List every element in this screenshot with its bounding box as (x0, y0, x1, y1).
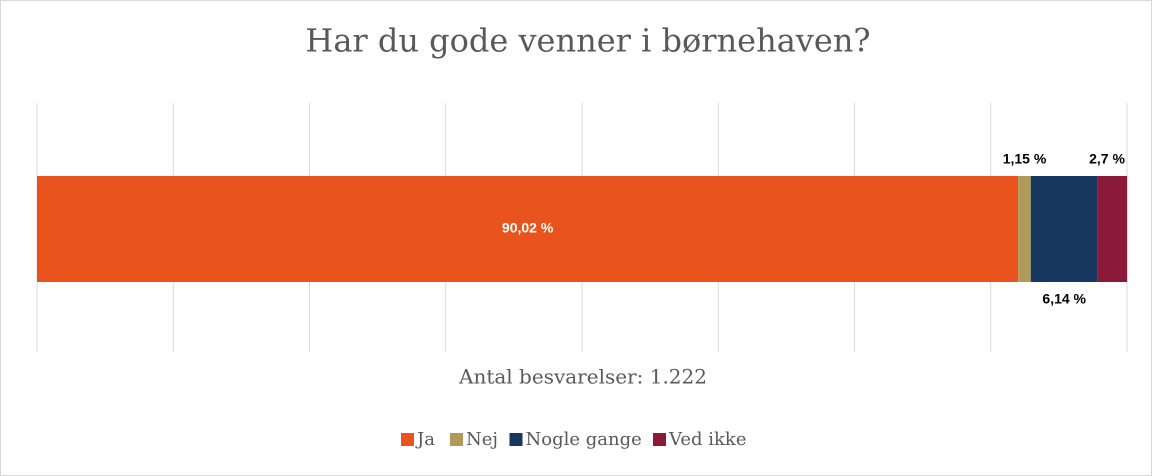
bar-segment (37, 176, 1019, 282)
legend-swatch (509, 433, 523, 446)
bar-segment (1097, 176, 1128, 282)
legend-swatch (653, 433, 666, 446)
data-label: 1,15 % (1003, 151, 1047, 167)
chart-title: Har du gode venner i børnehaven? (305, 22, 870, 60)
legend-label: Ja (415, 429, 435, 450)
legend-label: Nogle gange (526, 429, 642, 450)
data-label: 2,7 % (1089, 151, 1125, 167)
bar-segment (1030, 176, 1098, 282)
data-label: 90,02 % (502, 220, 554, 236)
x-axis-title: Antal besvarelser: 1.222 (458, 365, 707, 389)
bar-segment (1018, 176, 1031, 282)
legend-label: Nej (466, 429, 498, 450)
legend-label: Ved ikke (668, 429, 746, 450)
legend-swatch (450, 433, 463, 446)
data-label: 6,14 % (1042, 291, 1086, 307)
legend-swatch (401, 433, 414, 446)
